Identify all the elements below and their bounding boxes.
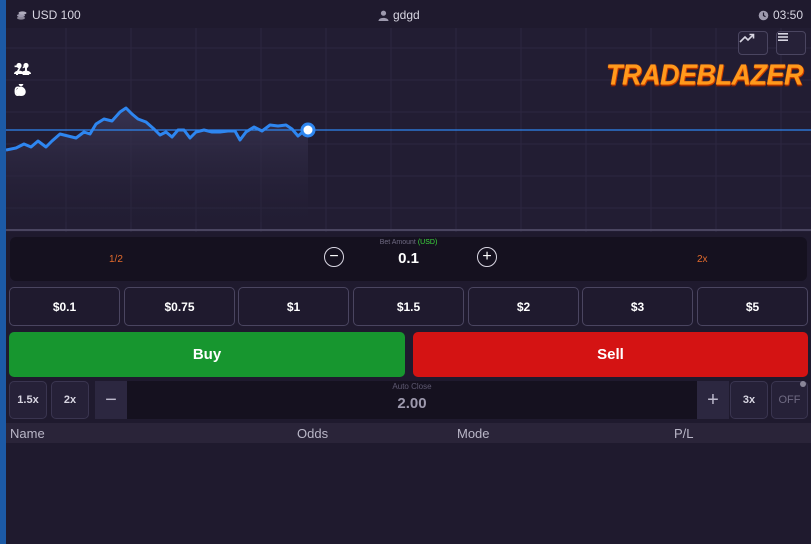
column-header-name: Name: [10, 426, 45, 441]
sell-button[interactable]: Sell: [413, 332, 808, 377]
column-header-pl: P/L: [674, 426, 694, 441]
left-edge-bar: [0, 0, 6, 544]
players-stat: 71: [14, 62, 31, 78]
users-icon: [14, 62, 31, 74]
chip-2[interactable]: $2: [468, 287, 579, 326]
bet-amount-input[interactable]: 0.1: [398, 250, 419, 267]
trend-up-icon: [739, 33, 755, 43]
positions-table-header: Name Odds Mode P/L: [6, 423, 811, 443]
minus-icon: −: [329, 248, 339, 265]
chip-5[interactable]: $5: [697, 287, 808, 326]
bet-amount-label-text: Bet Amount: [379, 239, 416, 246]
multiplier-3x-button[interactable]: 3x: [730, 381, 768, 419]
bags-stat: 0: [14, 83, 26, 99]
tradeblazer-logo: TRADEBLAZER: [606, 59, 804, 91]
plus-icon: +: [707, 388, 719, 411]
username-text: gdgd: [393, 8, 420, 22]
auto-close-decrease-button[interactable]: −: [95, 381, 127, 419]
balance-display: USD 100: [16, 8, 81, 22]
menu-button[interactable]: [776, 31, 806, 55]
auto-close-field: Auto Close 2.00 − +: [95, 381, 729, 419]
column-header-odds: Odds: [297, 426, 329, 441]
clock-icon: [758, 10, 769, 20]
bet-amount-panel: 1/2 Bet Amount (USD) 0.1 − + 2x: [10, 237, 807, 281]
user-icon: [378, 10, 389, 21]
price-line: [6, 106, 309, 152]
chart-mode-button[interactable]: [738, 31, 768, 55]
multiplier-1-5x-button[interactable]: 1.5x: [9, 381, 47, 419]
current-price-marker: [300, 122, 316, 138]
buy-button[interactable]: Buy: [9, 332, 405, 377]
chip-3[interactable]: $3: [582, 287, 693, 326]
auto-close-increase-button[interactable]: +: [697, 381, 729, 419]
chip-1[interactable]: $1: [238, 287, 349, 326]
auto-close-toggle-label: OFF: [778, 394, 801, 406]
multiplier-2x-button[interactable]: 2x: [51, 381, 89, 419]
half-bet-button[interactable]: 1/2: [109, 254, 123, 265]
price-chart: 71 0 TRADEBLAZER: [6, 28, 811, 232]
clock-display: 03:50: [758, 8, 803, 22]
auto-close-row: 1.5x 2x Auto Close 2.00 − + 3x OFF: [9, 381, 808, 421]
top-bar: USD 100 gdgd 03:50: [6, 0, 811, 30]
auto-close-toggle[interactable]: OFF: [771, 381, 808, 419]
chip-1-5[interactable]: $1.5: [353, 287, 464, 326]
double-bet-button[interactable]: 2x: [697, 254, 708, 265]
bet-amount-label: Bet Amount (USD): [10, 239, 807, 246]
chip-0-1[interactable]: $0.1: [9, 287, 120, 326]
column-header-mode: Mode: [457, 426, 490, 441]
chart-svg: [6, 28, 811, 232]
toggle-indicator-dot: [800, 381, 806, 387]
bet-increase-button[interactable]: +: [477, 247, 497, 267]
time-text: 03:50: [773, 8, 804, 22]
coins-icon: [17, 11, 27, 20]
user-display: gdgd: [378, 8, 420, 22]
money-bag-icon: [16, 84, 26, 96]
plus-icon: +: [482, 248, 492, 265]
bet-currency: (USD): [417, 239, 438, 246]
minus-icon: −: [105, 388, 117, 411]
balance-text: USD 100: [32, 8, 81, 22]
auto-close-input[interactable]: 2.00: [397, 395, 427, 412]
menu-icon: [778, 33, 788, 41]
auto-close-label: Auto Close: [392, 382, 432, 391]
price-area-fill: [6, 108, 308, 222]
chip-0-75[interactable]: $0.75: [124, 287, 235, 326]
bet-decrease-button[interactable]: −: [324, 247, 344, 267]
